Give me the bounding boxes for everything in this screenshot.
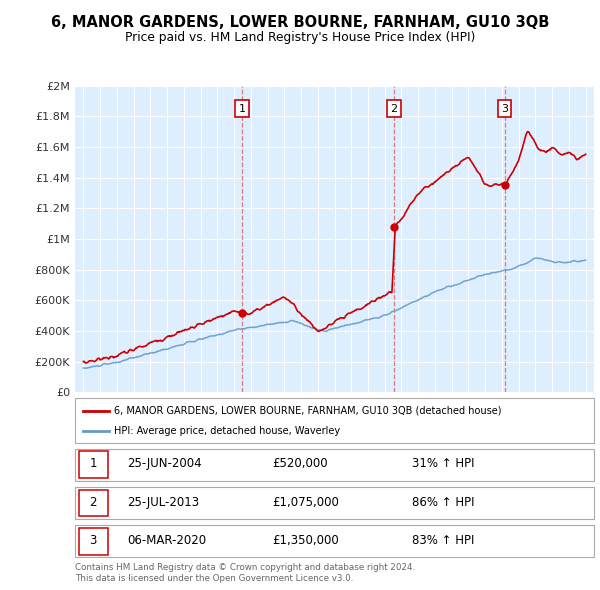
- Text: 25-JUN-2004: 25-JUN-2004: [127, 457, 202, 470]
- Bar: [75, 448, 594, 481]
- Text: 2: 2: [391, 104, 398, 113]
- Text: Contains HM Land Registry data © Crown copyright and database right 2024.
This d: Contains HM Land Registry data © Crown c…: [75, 563, 415, 583]
- Text: £520,000: £520,000: [272, 457, 328, 470]
- Bar: [75, 487, 594, 519]
- Text: HPI: Average price, detached house, Waverley: HPI: Average price, detached house, Wave…: [114, 427, 340, 437]
- Bar: [79, 490, 107, 516]
- Text: 31% ↑ HPI: 31% ↑ HPI: [412, 457, 475, 470]
- Text: 6, MANOR GARDENS, LOWER BOURNE, FARNHAM, GU10 3QB: 6, MANOR GARDENS, LOWER BOURNE, FARNHAM,…: [51, 15, 549, 30]
- Text: Price paid vs. HM Land Registry's House Price Index (HPI): Price paid vs. HM Land Registry's House …: [125, 31, 475, 44]
- Text: 2: 2: [89, 496, 97, 509]
- Text: 3: 3: [89, 534, 97, 547]
- Text: 06-MAR-2020: 06-MAR-2020: [127, 534, 206, 547]
- Bar: [79, 451, 107, 478]
- Text: £1,350,000: £1,350,000: [272, 534, 339, 547]
- Text: £1,075,000: £1,075,000: [272, 496, 339, 509]
- Bar: [79, 528, 107, 555]
- Text: 1: 1: [239, 104, 245, 113]
- Text: 1: 1: [89, 457, 97, 470]
- Text: 3: 3: [501, 104, 508, 113]
- Text: 86% ↑ HPI: 86% ↑ HPI: [412, 496, 475, 509]
- Text: 6, MANOR GARDENS, LOWER BOURNE, FARNHAM, GU10 3QB (detached house): 6, MANOR GARDENS, LOWER BOURNE, FARNHAM,…: [114, 406, 502, 415]
- Text: 25-JUL-2013: 25-JUL-2013: [127, 496, 199, 509]
- Text: 83% ↑ HPI: 83% ↑ HPI: [412, 534, 475, 547]
- Bar: [75, 525, 594, 558]
